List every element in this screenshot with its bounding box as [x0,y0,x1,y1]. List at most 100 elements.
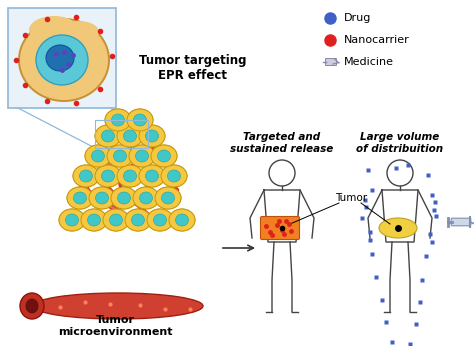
Ellipse shape [139,125,165,147]
Ellipse shape [118,192,130,204]
Ellipse shape [157,150,171,162]
Ellipse shape [113,150,127,162]
Ellipse shape [89,187,115,209]
Ellipse shape [88,214,100,226]
Ellipse shape [155,187,181,209]
Ellipse shape [379,218,417,238]
Ellipse shape [161,165,187,187]
Ellipse shape [125,209,151,231]
Text: Drug: Drug [344,13,371,23]
FancyBboxPatch shape [8,8,116,108]
Ellipse shape [139,192,153,204]
Text: Targeted and
sustained release: Targeted and sustained release [230,132,334,154]
Ellipse shape [91,150,104,162]
Ellipse shape [95,192,109,204]
Ellipse shape [175,214,189,226]
Ellipse shape [46,45,74,71]
Ellipse shape [157,150,171,162]
Ellipse shape [161,165,187,187]
Ellipse shape [167,170,181,182]
Ellipse shape [139,192,153,204]
Ellipse shape [127,109,153,131]
Ellipse shape [133,187,159,209]
Ellipse shape [129,145,155,167]
Ellipse shape [81,209,107,231]
Ellipse shape [151,145,177,167]
Ellipse shape [154,214,166,226]
Ellipse shape [124,130,137,142]
Ellipse shape [89,187,115,209]
Ellipse shape [151,145,177,167]
Ellipse shape [167,170,181,182]
Ellipse shape [103,209,129,231]
FancyBboxPatch shape [261,217,300,239]
Ellipse shape [129,145,155,167]
Ellipse shape [85,145,111,167]
Ellipse shape [59,21,99,43]
Ellipse shape [124,170,137,182]
Ellipse shape [155,187,181,209]
Ellipse shape [20,293,44,319]
Ellipse shape [91,150,104,162]
Ellipse shape [105,109,131,131]
Ellipse shape [154,214,166,226]
Ellipse shape [95,165,121,187]
Ellipse shape [59,209,85,231]
FancyBboxPatch shape [451,218,471,226]
Ellipse shape [103,209,129,231]
Ellipse shape [147,209,173,231]
Ellipse shape [124,130,137,142]
Ellipse shape [133,187,159,209]
Ellipse shape [67,187,93,209]
Ellipse shape [95,165,121,187]
Ellipse shape [101,170,115,182]
Ellipse shape [73,165,99,187]
Ellipse shape [111,114,125,126]
Ellipse shape [95,125,121,147]
Ellipse shape [139,165,165,187]
Ellipse shape [117,125,143,147]
Ellipse shape [111,187,137,209]
Ellipse shape [146,130,158,142]
Ellipse shape [146,170,158,182]
Ellipse shape [124,170,137,182]
Ellipse shape [101,130,115,142]
Ellipse shape [127,109,153,131]
Ellipse shape [85,145,111,167]
Ellipse shape [111,187,137,209]
Text: Large volume
of distribuition: Large volume of distribuition [356,132,444,154]
Ellipse shape [136,150,148,162]
Ellipse shape [101,170,115,182]
Ellipse shape [80,170,92,182]
Ellipse shape [107,145,133,167]
Ellipse shape [59,209,85,231]
Ellipse shape [169,209,195,231]
Ellipse shape [101,130,115,142]
Ellipse shape [113,150,127,162]
Ellipse shape [33,293,203,319]
Ellipse shape [387,160,413,186]
Ellipse shape [139,125,165,147]
Ellipse shape [67,187,93,209]
Ellipse shape [162,192,174,204]
Ellipse shape [26,299,38,313]
Ellipse shape [73,165,99,187]
Ellipse shape [29,16,79,44]
Ellipse shape [95,192,109,204]
Ellipse shape [146,130,158,142]
Ellipse shape [162,192,174,204]
Ellipse shape [134,114,146,126]
Ellipse shape [109,214,122,226]
Text: Tumor: Tumor [335,193,367,203]
Ellipse shape [88,214,100,226]
Ellipse shape [105,109,131,131]
Text: Tumor
microenvironment: Tumor microenvironment [58,315,172,337]
Ellipse shape [65,214,79,226]
Ellipse shape [169,209,195,231]
Ellipse shape [134,114,146,126]
Ellipse shape [19,19,109,101]
Ellipse shape [117,165,143,187]
Ellipse shape [107,145,133,167]
Ellipse shape [147,209,173,231]
Ellipse shape [80,170,92,182]
